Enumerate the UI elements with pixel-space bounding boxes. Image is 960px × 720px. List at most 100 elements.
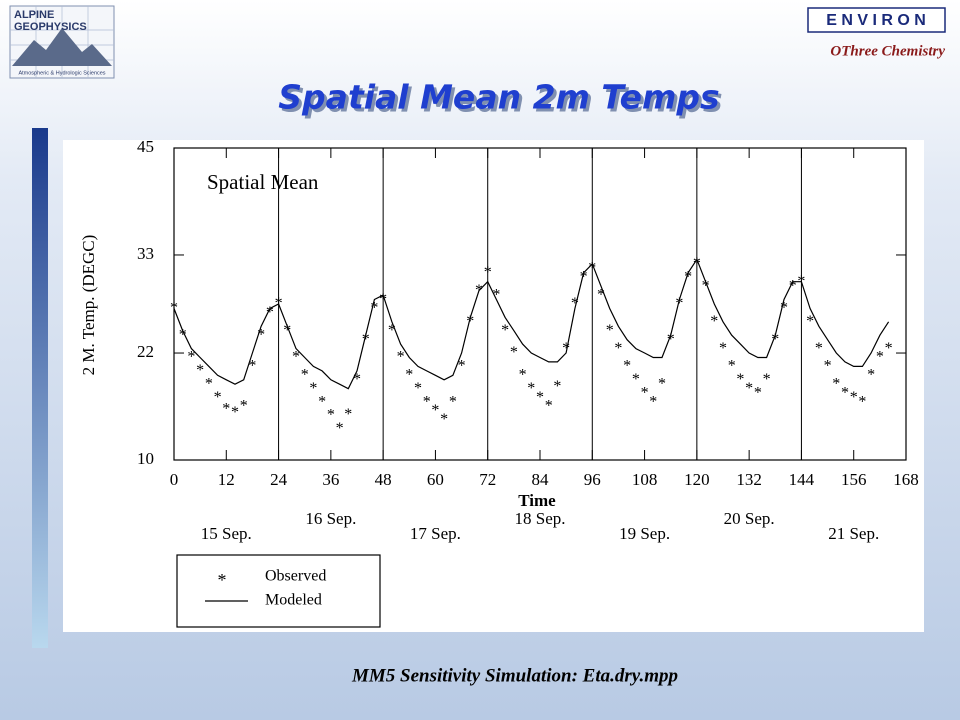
observed-marker: * — [667, 331, 675, 348]
observed-marker: * — [440, 411, 448, 428]
observed-marker: * — [527, 380, 535, 397]
observed-marker: * — [580, 268, 588, 285]
logo-tagline: Atmospheric & Hydrologic Sciences — [18, 70, 105, 76]
observed-marker: * — [362, 331, 370, 348]
date-label: 17 Sep. — [410, 524, 461, 543]
x-tick-label: 84 — [532, 470, 550, 489]
observed-marker: * — [196, 362, 204, 379]
observed-marker: * — [484, 264, 492, 281]
observed-marker: * — [431, 402, 439, 419]
y-tick-label: 22 — [137, 342, 154, 361]
observed-marker: * — [205, 375, 213, 392]
observed-marker: * — [536, 389, 544, 406]
brand: E N V I R O N — [826, 12, 926, 29]
legend-label: Observed — [265, 568, 326, 585]
observed-marker: * — [344, 406, 352, 423]
observed-marker: * — [492, 286, 500, 303]
x-axis-label: Time — [518, 491, 556, 510]
legend-label: Modeled — [265, 592, 322, 609]
x-tick-label: 72 — [479, 470, 496, 489]
observed-marker: * — [248, 358, 256, 375]
x-tick-label: 0 — [170, 470, 179, 489]
observed-marker: * — [710, 313, 718, 330]
observed-marker: * — [370, 300, 378, 317]
legend-box — [176, 554, 381, 628]
observed-marker: * — [623, 358, 631, 375]
observed-marker: * — [179, 326, 187, 343]
x-tick-label: 132 — [736, 470, 762, 489]
observed-marker: * — [170, 300, 178, 317]
observed-marker: * — [606, 322, 614, 339]
x-tick-label: 60 — [427, 470, 444, 489]
observed-marker: * — [719, 340, 727, 357]
observed-marker: * — [501, 322, 509, 339]
x-tick-label: 48 — [375, 470, 392, 489]
model-line — [173, 258, 890, 390]
observed-marker: * — [815, 340, 823, 357]
observed-marker: * — [257, 326, 265, 343]
y-axis-label: 2 M. Temp. (DEGC) — [79, 235, 98, 376]
footer: MM5 Sensitivity Simulation: Eta.dry.mpp — [351, 665, 678, 686]
observed-marker: * — [379, 291, 387, 308]
observed-marker: * — [675, 295, 683, 312]
logo: ALPINE GEOPHYSICS Atmospheric & Hydrolog… — [9, 5, 115, 79]
observed-marker: * — [327, 407, 335, 424]
observed-marker: * — [336, 420, 344, 437]
observed-marker: * — [588, 260, 596, 277]
observed-marker: * — [318, 393, 326, 410]
legend-symbol: * — [218, 570, 227, 590]
observed-marker: * — [780, 300, 788, 317]
observed-marker: * — [684, 268, 692, 285]
observed-marker: * — [867, 367, 875, 384]
logo-text: GEOPHYSICS — [14, 21, 87, 33]
observed-marker: * — [292, 349, 300, 366]
observed-marker: * — [545, 398, 553, 415]
observed-marker: * — [763, 371, 771, 388]
date-label: 18 Sep. — [515, 509, 566, 528]
observed-marker: * — [702, 277, 710, 294]
observed-marker: * — [309, 380, 317, 397]
observed-marker: * — [771, 331, 779, 348]
observed-marker: * — [632, 371, 640, 388]
observed-marker: * — [754, 384, 762, 401]
observed-marker: * — [824, 358, 832, 375]
observed-marker: * — [693, 255, 701, 272]
observed-marker: * — [301, 367, 309, 384]
observed-marker: * — [876, 349, 884, 366]
observed-marker: * — [562, 340, 570, 357]
chart-title: Spatial Mean — [207, 170, 319, 194]
observed-marker: * — [397, 349, 405, 366]
observed-marker: * — [449, 393, 457, 410]
y-tick-label: 33 — [137, 244, 154, 263]
title-shadow: Spatial Mean 2m Temps — [281, 81, 722, 120]
x-tick-label: 36 — [322, 470, 339, 489]
y-tick-label: 10 — [137, 449, 154, 468]
observed-marker: * — [597, 286, 605, 303]
observed-marker: * — [553, 378, 561, 395]
observed-marker: * — [806, 313, 814, 330]
observed-marker: * — [240, 398, 248, 415]
x-tick-label: 108 — [632, 470, 658, 489]
date-label: 15 Sep. — [201, 524, 252, 543]
x-tick-label: 156 — [841, 470, 867, 489]
observed-marker: * — [222, 400, 230, 417]
side-bar — [32, 128, 48, 648]
observed-marker: * — [414, 380, 422, 397]
observed-marker: * — [423, 393, 431, 410]
x-tick-label: 12 — [218, 470, 235, 489]
observed-marker: * — [466, 313, 474, 330]
subbrand: OThree Chemistry — [830, 43, 945, 59]
observed-marker: * — [614, 340, 622, 357]
y-tick-label: 45 — [137, 137, 154, 156]
observed-marker: * — [850, 389, 858, 406]
observed-marker: * — [519, 367, 527, 384]
date-label: 21 Sep. — [828, 524, 879, 543]
observed-marker: * — [510, 344, 518, 361]
observed-marker: * — [789, 277, 797, 294]
observed-marker: * — [641, 384, 649, 401]
observed-marker: * — [214, 389, 222, 406]
observed-marker: * — [187, 349, 195, 366]
observed-marker: * — [736, 371, 744, 388]
